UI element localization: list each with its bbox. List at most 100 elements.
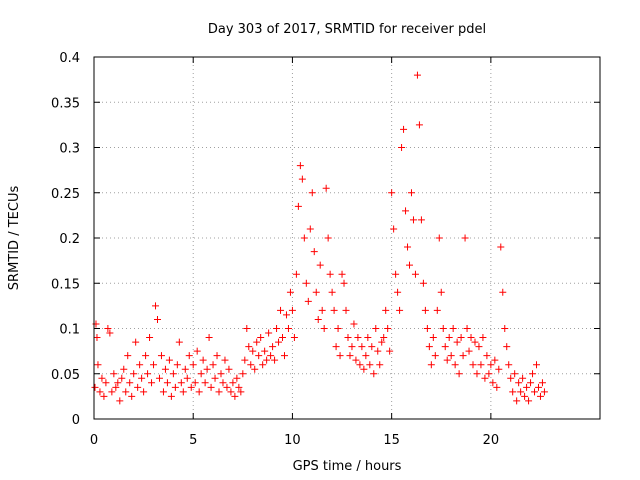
data-point: [435, 234, 443, 242]
data-point: [330, 306, 338, 314]
data-point: [362, 352, 370, 360]
data-point: [205, 334, 213, 342]
data-point: [300, 234, 308, 242]
data-point: [538, 379, 546, 387]
data-point: [513, 397, 521, 405]
data-point: [153, 315, 161, 323]
data-point: [324, 234, 332, 242]
data-point: [455, 370, 463, 378]
data-point: [497, 243, 505, 251]
data-point: [322, 184, 330, 192]
data-point: [229, 379, 237, 387]
data-point: [306, 225, 314, 233]
grid-lines: [94, 57, 600, 419]
data-point: [493, 383, 501, 391]
data-point: [340, 279, 348, 287]
data-point: [509, 388, 517, 396]
data-point: [479, 334, 487, 342]
x-tick-label: 15: [383, 433, 400, 448]
data-point: [110, 370, 118, 378]
data-point: [406, 261, 414, 269]
y-axis-label: SRMTID / TECUs: [7, 186, 22, 291]
data-point: [376, 361, 384, 369]
data-point: [409, 216, 417, 224]
data-point: [411, 270, 419, 278]
data-point: [207, 383, 215, 391]
data-point: [138, 374, 146, 382]
data-point: [167, 392, 175, 400]
data-point: [360, 365, 368, 373]
data-point: [219, 379, 227, 387]
data-point: [499, 288, 507, 296]
data-point: [515, 379, 523, 387]
data-point: [94, 361, 102, 369]
data-point: [318, 306, 326, 314]
data-point: [217, 370, 225, 378]
data-point: [457, 334, 465, 342]
y-tick-label: 0.15: [51, 277, 80, 292]
data-point: [171, 383, 179, 391]
data-point: [328, 288, 336, 296]
data-point: [243, 325, 251, 332]
data-point: [358, 343, 366, 351]
data-point: [249, 347, 257, 355]
data-point: [380, 334, 388, 342]
data-point: [189, 361, 197, 369]
plot-frame: [93, 56, 601, 420]
data-point: [491, 356, 499, 364]
data-point: [245, 343, 253, 351]
data-point: [142, 352, 150, 360]
data-point: [279, 334, 287, 342]
data-point: [175, 338, 183, 346]
data-point: [398, 144, 406, 151]
data-point: [231, 392, 239, 400]
tick-labels: 0 5 10 15 20 0 0.05 0.1 0.15 0.2 0.25 0.3 0.35 0.4: [51, 51, 499, 448]
data-point: [304, 297, 312, 305]
data-point: [336, 352, 344, 360]
data-point: [161, 365, 169, 373]
data-point: [130, 370, 138, 378]
data-point: [102, 379, 110, 387]
data-point: [247, 361, 255, 369]
data-point: [400, 125, 408, 133]
data-point: [370, 370, 378, 378]
data-point: [215, 388, 223, 396]
data-point: [294, 202, 302, 210]
data-point: [136, 361, 144, 369]
data-point: [277, 306, 285, 314]
data-point: [177, 379, 185, 387]
data-point: [374, 347, 382, 355]
data-point: [342, 306, 350, 314]
data-point: [165, 356, 173, 364]
data-point: [120, 365, 128, 373]
data-point: [396, 306, 404, 314]
data-point: [439, 325, 447, 332]
data-point: [320, 325, 328, 332]
data-point: [112, 383, 120, 391]
data-point: [338, 270, 346, 278]
data-point: [390, 225, 398, 233]
data-point: [423, 325, 431, 332]
x-axis-label: GPS time / hours: [293, 459, 402, 474]
data-point: [114, 379, 122, 387]
data-point: [495, 365, 503, 373]
data-point: [382, 306, 390, 314]
x-tick-label: 10: [284, 433, 301, 448]
data-point: [193, 347, 201, 355]
data-point: [519, 374, 527, 382]
data-point: [404, 243, 412, 251]
data-point: [211, 374, 219, 382]
data-point: [413, 71, 421, 79]
data-point: [239, 370, 247, 378]
data-point: [93, 334, 101, 342]
data-point: [197, 370, 205, 378]
data-point: [203, 365, 211, 373]
x-tick-label: 5: [189, 433, 197, 448]
data-point: [223, 383, 231, 391]
data-point: [384, 325, 392, 332]
data-point: [366, 361, 374, 369]
data-point: [501, 325, 509, 332]
data-point: [144, 370, 152, 378]
data-point: [441, 343, 449, 351]
data-point: [316, 261, 324, 269]
